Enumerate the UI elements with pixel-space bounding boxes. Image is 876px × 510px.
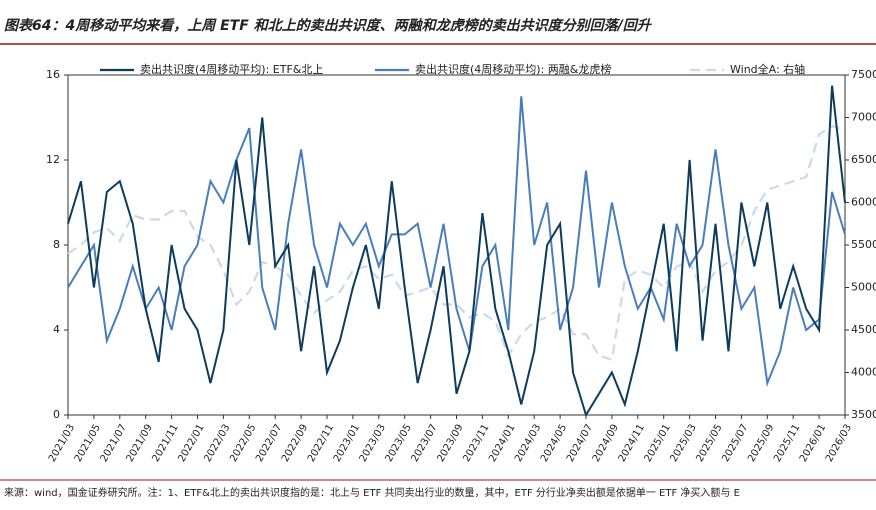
x-tick-label: 2026/03 — [824, 423, 854, 464]
y-tick-label: 0 — [53, 408, 60, 421]
y2-tick-label: 4500 — [851, 323, 876, 336]
y2-tick-label: 7500 — [851, 68, 876, 81]
series-line — [67, 124, 846, 362]
y-tick-label: 16 — [46, 68, 60, 81]
y2-tick-label: 7000 — [851, 111, 876, 124]
y2-tick-label: 5000 — [851, 281, 876, 294]
chart-title: 图表64：4周移动平均来看，上周 ETF 和北上的卖出共识度、两融和龙虎榜的卖出… — [4, 17, 653, 34]
source-note: 来源：wind，国金证券研究所。注：1、ETF&北上的卖出共识度指的是：北上与 … — [4, 486, 740, 499]
legend-label: Wind全A: 右轴 — [730, 62, 805, 76]
y2-tick-label: 6500 — [851, 153, 876, 166]
y-tick-label: 8 — [53, 238, 60, 251]
y2-tick-label: 4000 — [851, 366, 876, 379]
series-line — [67, 85, 846, 418]
y-tick-label: 4 — [53, 323, 60, 336]
y2-tick-label: 5500 — [851, 238, 876, 251]
y2-tick-label: 3500 — [851, 408, 876, 421]
y-tick-label: 12 — [46, 153, 60, 166]
series-line — [67, 96, 846, 387]
y2-tick-label: 6000 — [851, 196, 876, 209]
legend-label: 卖出共识度(4周移动平均): ETF&北上 — [140, 62, 323, 76]
legend-label: 卖出共识度(4周移动平均): 两融&龙虎榜 — [415, 62, 611, 76]
